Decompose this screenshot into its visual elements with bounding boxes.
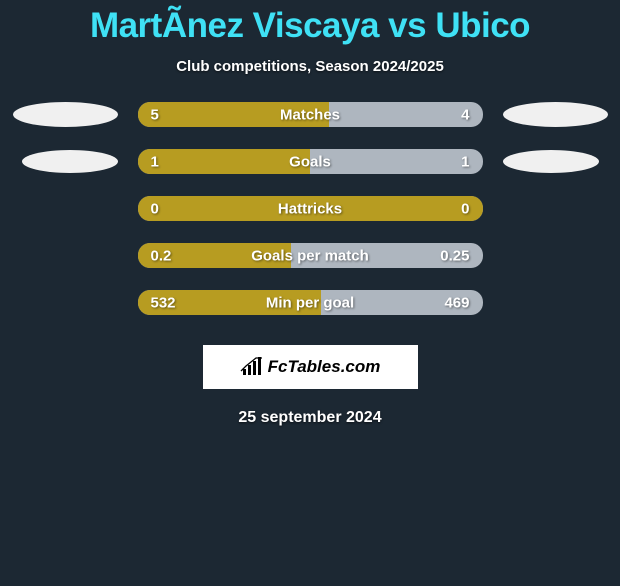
stat-bar: 532 Min per goal 469: [138, 290, 483, 315]
stat-value-right: 1: [461, 153, 469, 170]
bar-fill-left: [138, 149, 311, 174]
stat-bar: 5 Matches 4: [138, 102, 483, 127]
spacer: [503, 196, 608, 221]
logo-text: FcTables.com: [268, 357, 381, 377]
stat-metric-label: Min per goal: [266, 294, 354, 311]
spacer: [13, 290, 118, 315]
spacer: [503, 290, 608, 315]
stat-value-left: 0.2: [151, 247, 172, 264]
comparison-row: 0 Hattricks 0: [0, 196, 620, 221]
comparison-row: 532 Min per goal 469: [0, 290, 620, 315]
comparison-row: 5 Matches 4: [0, 102, 620, 127]
stat-value-left: 0: [151, 200, 159, 217]
stat-value-right: 469: [444, 294, 469, 311]
stat-value-left: 1: [151, 153, 159, 170]
spacer: [13, 243, 118, 268]
chart-icon: [240, 357, 264, 377]
stat-value-right: 4: [461, 106, 469, 123]
page-title: MartÃ­nez Viscaya vs Ubico: [0, 6, 620, 46]
stat-value-right: 0: [461, 200, 469, 217]
comparison-rows: 5 Matches 4 1 Goals 1 0 Hattricks 0 0.2 Goals per …: [0, 102, 620, 315]
stat-metric-label: Goals per match: [251, 247, 369, 264]
stat-value-right: 0.25: [440, 247, 469, 264]
team-logo-right: [503, 150, 599, 173]
stat-value-left: 532: [151, 294, 176, 311]
stat-metric-label: Hattricks: [278, 200, 342, 217]
spacer: [13, 196, 118, 221]
subtitle: Club competitions, Season 2024/2025: [0, 58, 620, 75]
stat-metric-label: Goals: [289, 153, 331, 170]
date-label: 25 september 2024: [0, 409, 620, 427]
stat-bar: 0.2 Goals per match 0.25: [138, 243, 483, 268]
spacer: [503, 243, 608, 268]
comparison-row: 0.2 Goals per match 0.25: [0, 243, 620, 268]
stat-metric-label: Matches: [280, 106, 340, 123]
team-logo-left: [13, 102, 118, 127]
logo-box: FcTables.com: [203, 345, 418, 389]
team-logo-right: [503, 102, 608, 127]
team-logo-left: [22, 150, 118, 173]
stat-bar: 1 Goals 1: [138, 149, 483, 174]
stat-bar: 0 Hattricks 0: [138, 196, 483, 221]
stat-value-left: 5: [151, 106, 159, 123]
comparison-row: 1 Goals 1: [0, 149, 620, 174]
